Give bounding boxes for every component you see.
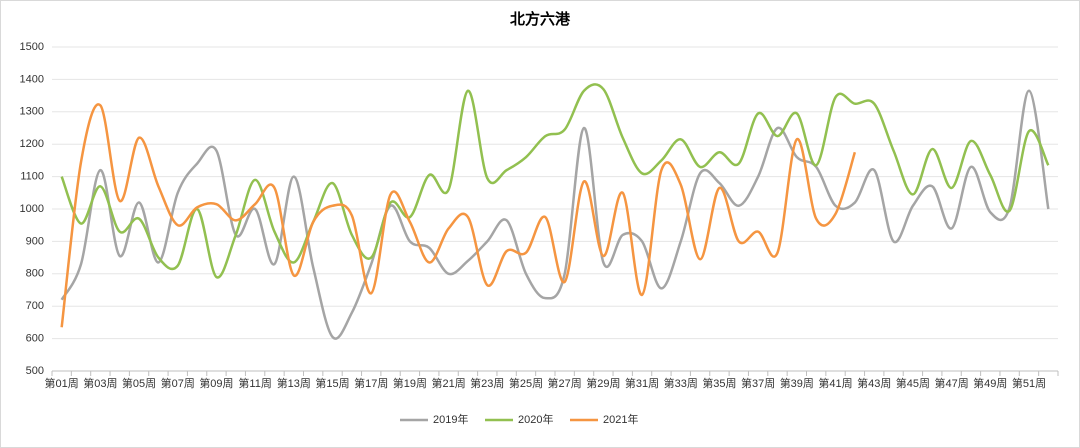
x-tick-label: 第19周 bbox=[393, 376, 427, 390]
x-tick-label: 第37周 bbox=[741, 376, 775, 390]
x-tick-label: 第29周 bbox=[586, 376, 620, 390]
y-tick-label: 1400 bbox=[20, 73, 44, 85]
x-tick-label: 第07周 bbox=[161, 376, 195, 390]
x-tick-label: 第15周 bbox=[315, 376, 349, 390]
y-tick-label: 600 bbox=[26, 333, 44, 345]
x-tick-label: 第09周 bbox=[199, 376, 233, 390]
y-tick-label: 1300 bbox=[20, 106, 44, 118]
x-tick-label: 第39周 bbox=[780, 376, 814, 390]
y-tick-label: 800 bbox=[26, 268, 44, 280]
x-tick-label: 第01周 bbox=[45, 376, 79, 390]
x-tick-label: 第43周 bbox=[857, 376, 891, 390]
x-tick-label: 第49周 bbox=[973, 376, 1007, 390]
x-tick-label: 第21周 bbox=[431, 376, 465, 390]
y-tick-label: 1100 bbox=[20, 171, 44, 183]
y-tick-label: 700 bbox=[26, 300, 44, 312]
series-line bbox=[60, 103, 857, 328]
y-tick-label: 1000 bbox=[20, 203, 44, 215]
legend-label: 2019年 bbox=[433, 412, 468, 426]
x-tick-label: 第31周 bbox=[625, 376, 659, 390]
x-tick-label: 第13周 bbox=[277, 376, 311, 390]
x-tick-label: 第25周 bbox=[509, 376, 543, 390]
legend-label: 2020年 bbox=[518, 412, 553, 426]
x-tick-label: 第11周 bbox=[238, 376, 271, 390]
x-tick-label: 第35周 bbox=[702, 376, 736, 390]
y-tick-label: 1500 bbox=[20, 41, 44, 53]
x-tick-label: 第05周 bbox=[122, 376, 156, 390]
x-tick-label: 第51周 bbox=[1012, 376, 1046, 390]
legend-label: 2021年 bbox=[603, 412, 638, 426]
x-tick-label: 第47周 bbox=[934, 376, 968, 390]
y-tick-label: 500 bbox=[26, 365, 44, 377]
x-tick-label: 第45周 bbox=[896, 376, 930, 390]
y-tick-label: 900 bbox=[26, 235, 44, 247]
x-tick-label: 第33周 bbox=[664, 376, 698, 390]
x-tick-label: 第27周 bbox=[548, 376, 582, 390]
x-tick-label: 第41周 bbox=[818, 376, 852, 390]
x-tick-label: 第23周 bbox=[470, 376, 504, 390]
y-tick-label: 1200 bbox=[20, 138, 44, 150]
series-line bbox=[60, 89, 1050, 340]
x-tick-label: 第03周 bbox=[83, 376, 117, 390]
chart-title: 北方六港 bbox=[510, 10, 571, 28]
series-line bbox=[60, 83, 1050, 279]
x-tick-label: 第17周 bbox=[354, 376, 388, 390]
